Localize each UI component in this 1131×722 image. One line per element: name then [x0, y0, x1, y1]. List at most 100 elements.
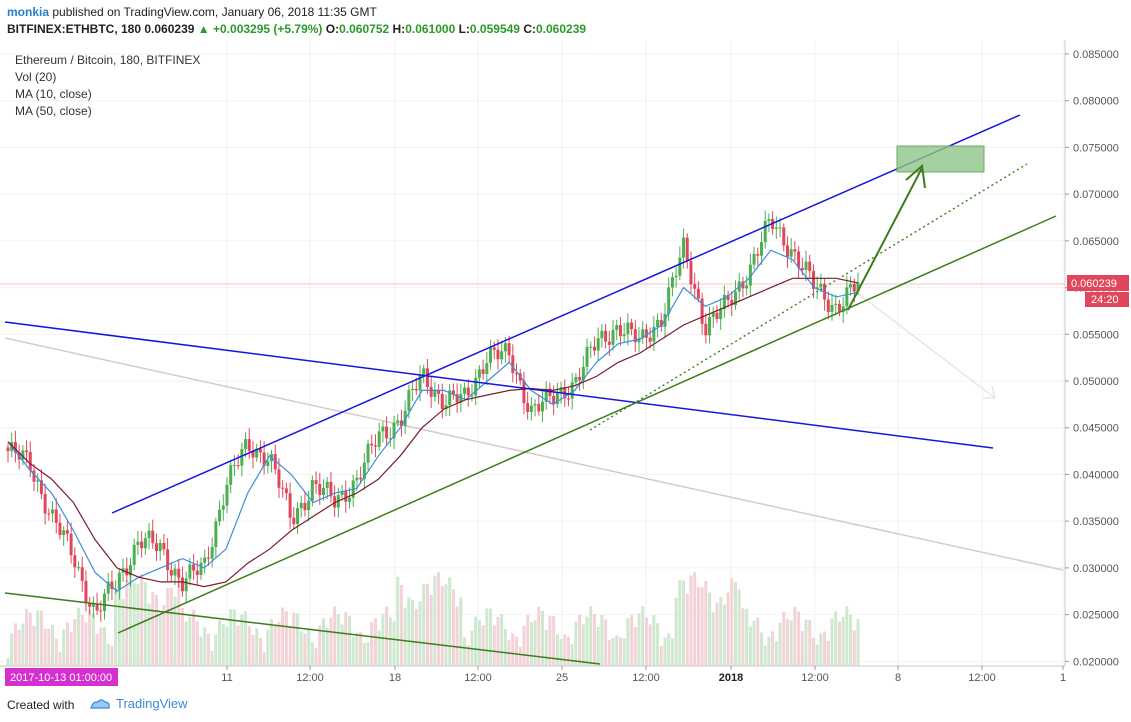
candle-body — [811, 271, 815, 289]
blue-resistance-line — [4, 321, 994, 449]
volume-bar — [10, 633, 14, 666]
volume-bar — [143, 582, 147, 666]
candle-body — [232, 465, 236, 467]
volume-bar — [336, 614, 340, 666]
candle-body — [540, 401, 544, 412]
candle-body — [162, 542, 166, 550]
candle-body — [180, 577, 184, 592]
volume-bar — [151, 592, 155, 666]
volume-bar — [385, 606, 389, 666]
candle-body — [166, 549, 170, 571]
candle-body — [206, 557, 210, 559]
candle-body — [373, 445, 377, 447]
volume-bar — [58, 651, 62, 666]
candle-body — [622, 334, 626, 337]
candle-body — [845, 287, 849, 307]
candle-body — [385, 426, 389, 439]
candle-body — [418, 374, 422, 391]
time-tick-label: 12:00 — [632, 672, 660, 684]
candle-body — [344, 491, 348, 502]
volume-bar — [511, 633, 515, 666]
tradingview-brand[interactable]: TradingView — [89, 696, 188, 711]
volume-bar — [845, 606, 849, 666]
volume-bar — [566, 636, 570, 666]
volume-bar — [355, 632, 359, 666]
candle-body — [151, 530, 155, 544]
volume-bar — [414, 608, 418, 666]
green-dotted-line — [589, 163, 1028, 431]
volume-bar — [180, 607, 184, 666]
volume-bar — [65, 622, 69, 666]
volume-bar — [678, 580, 682, 666]
candle-body — [62, 530, 66, 536]
volume-bar — [244, 611, 248, 666]
price-tick-label: 0.025000 — [1073, 610, 1119, 622]
candle-body — [463, 387, 467, 394]
candle-body — [411, 388, 415, 391]
chart-canvas[interactable]: 0.085000 0.080000 0.075000 0.070000 0.065000… — [0, 0, 1131, 694]
candle-body — [99, 610, 103, 612]
candle-body — [559, 387, 563, 394]
volume-bar — [685, 593, 689, 666]
volume-bar — [745, 608, 749, 666]
volume-bar — [659, 646, 663, 666]
volume-bar — [403, 607, 407, 666]
candle-body — [32, 470, 36, 482]
volume-bar — [437, 572, 441, 666]
volume-bar — [715, 602, 719, 666]
candle-body — [58, 522, 62, 536]
candle-body — [43, 493, 47, 514]
price-axis-bg — [1066, 40, 1131, 666]
time-tick-label: 8 — [895, 672, 901, 684]
footer: Created with TradingView — [0, 694, 1131, 722]
candle-body — [774, 227, 778, 229]
volume-bar — [663, 637, 667, 666]
symbol-line: BITFINEX:ETHBTC, 180 0.060239 ▲ +0.00329… — [7, 22, 586, 36]
volume-bar — [585, 616, 589, 666]
volume-bar — [600, 615, 604, 666]
volume-bar — [51, 624, 55, 666]
candle-body — [819, 283, 823, 288]
volume-bar — [388, 617, 392, 666]
candle-body — [708, 317, 712, 336]
volume-bar — [214, 634, 218, 666]
candle-body — [785, 245, 789, 257]
volume-bar — [474, 616, 478, 666]
volume-bar — [440, 586, 444, 666]
volume-bar — [785, 619, 789, 666]
legend-ma10: MA (10, close) — [15, 87, 92, 101]
candle-body — [13, 442, 17, 453]
candle-body — [704, 323, 708, 336]
author-link[interactable]: monkia — [7, 5, 50, 19]
volume-bar — [340, 624, 344, 666]
candle-body — [689, 261, 693, 285]
candle-body — [856, 282, 860, 292]
volume-bar — [273, 625, 277, 666]
candle-body — [511, 355, 515, 374]
price-tick-label: 0.030000 — [1073, 563, 1119, 575]
grey-arrow-line — [847, 285, 996, 399]
candle-body — [507, 343, 511, 356]
candle-body — [103, 593, 107, 612]
candle-body — [596, 338, 600, 351]
volume-bar — [656, 623, 660, 666]
candle-body — [837, 303, 841, 312]
price-tick-label: 0.075000 — [1073, 142, 1119, 154]
candle-body — [745, 285, 749, 289]
candle-body — [496, 349, 500, 360]
candle-body — [299, 503, 303, 509]
time-axis: 11 12:00 18 12:00 25 12:00 2018 12:00 8 12:00 1 — [0, 665, 1066, 684]
candle-body — [793, 249, 797, 252]
candle-body — [425, 368, 429, 387]
candle-body — [192, 564, 196, 571]
candle-body — [826, 299, 830, 312]
time-tick-label: 12:00 — [968, 672, 996, 684]
candle-body — [218, 509, 222, 522]
candle-body — [314, 480, 318, 485]
volume-bar — [741, 608, 745, 666]
volume-bar — [188, 616, 192, 666]
candle-body — [433, 389, 437, 397]
candle-body — [637, 338, 641, 343]
volume-bar — [333, 606, 337, 666]
candle-body — [284, 488, 288, 494]
